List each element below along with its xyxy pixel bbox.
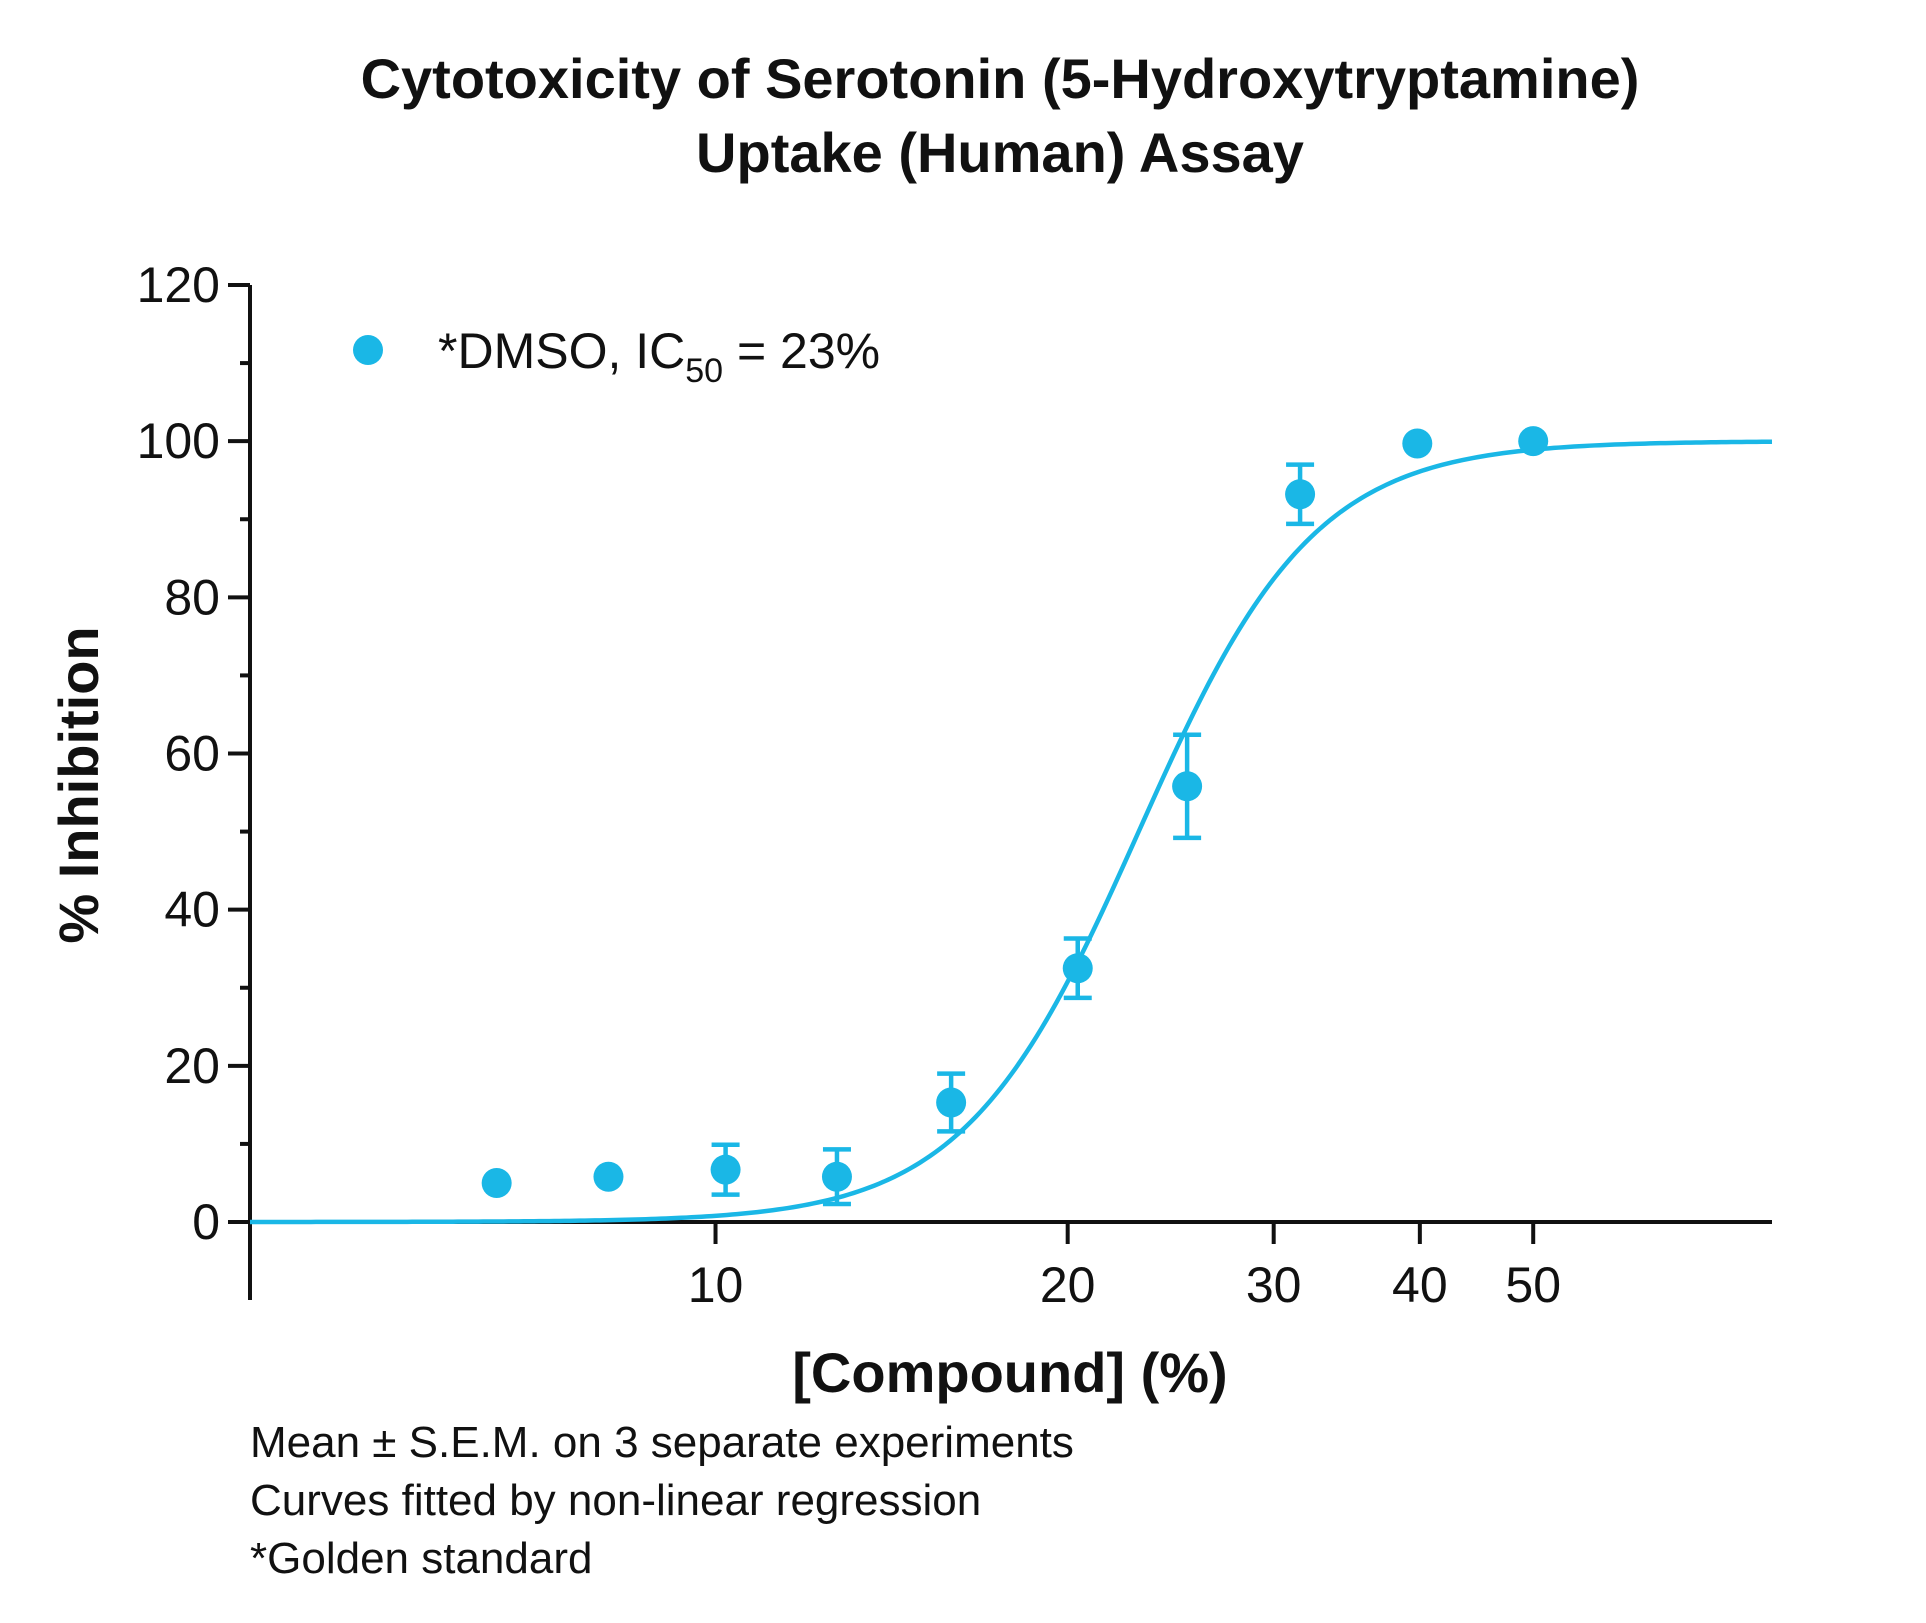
footnote-3: *Golden standard xyxy=(250,1534,593,1583)
y-axis-label: % Inhibition xyxy=(47,626,110,943)
data-point xyxy=(710,1154,741,1185)
y-tick-label: 40 xyxy=(164,882,220,938)
legend-label-subscript: 50 xyxy=(685,352,723,390)
data-point xyxy=(1062,953,1093,984)
legend-label-suffix: = 23% xyxy=(723,323,880,379)
chart-title-line-1: Cytotoxicity of Serotonin (5-Hydroxytryp… xyxy=(361,47,1640,110)
x-tick-label: 50 xyxy=(1505,1257,1561,1313)
data-point xyxy=(821,1161,852,1192)
legend-label-main: *DMSO, IC xyxy=(438,323,685,379)
footnotes: Mean ± S.E.M. on 3 separate experiments … xyxy=(250,1414,1074,1588)
x-tick-label: 40 xyxy=(1392,1257,1448,1313)
legend-label: *DMSO, IC50 = 23% xyxy=(438,323,880,390)
legend: *DMSO, IC50 = 23% xyxy=(353,323,880,390)
data-point xyxy=(1518,426,1549,457)
data-point xyxy=(1402,428,1433,459)
footnote-1: Mean ± S.E.M. on 3 separate experiments xyxy=(250,1418,1074,1467)
chart-title-line-2: Uptake (Human) Assay xyxy=(696,121,1304,184)
data-point xyxy=(936,1087,967,1118)
legend-marker xyxy=(353,335,383,365)
x-tick-label: 10 xyxy=(688,1257,744,1313)
data-point xyxy=(593,1161,624,1192)
y-tick-label: 20 xyxy=(164,1038,220,1094)
fit-curve-series-0 xyxy=(250,439,1773,1225)
data-point xyxy=(1285,479,1316,510)
data-point xyxy=(1172,771,1203,802)
footnote-2: Curves fitted by non-linear regression xyxy=(250,1476,982,1525)
axes: 0 20 40 60 80 100 120 10 20 30 40 50 xyxy=(137,257,1772,1313)
y-tick-label: 60 xyxy=(164,726,220,782)
fit-curve-layer xyxy=(250,439,1773,1225)
y-tick-label: 100 xyxy=(137,413,220,469)
data-point xyxy=(481,1167,512,1198)
x-tick-label: 20 xyxy=(1040,1257,1096,1313)
y-tick-label: 80 xyxy=(164,569,220,625)
y-tick-label: 120 xyxy=(137,257,220,313)
y-tick-label: 0 xyxy=(192,1194,220,1250)
x-tick-label: 30 xyxy=(1246,1257,1302,1313)
x-axis-label: [Compound] (%) xyxy=(792,1341,1227,1404)
data-points-layer xyxy=(481,426,1549,1207)
